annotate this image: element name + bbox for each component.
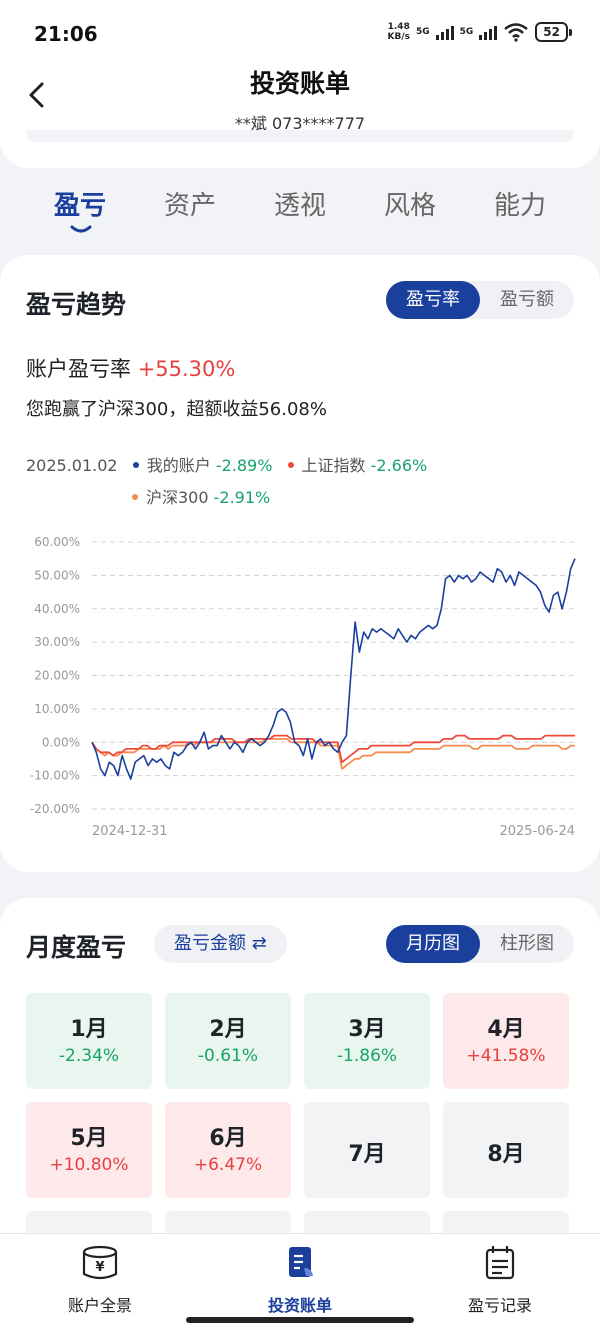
- wallet-icon: ¥: [82, 1245, 118, 1280]
- sim2-label: 5G: [459, 27, 474, 37]
- amount-toggle-button[interactable]: 盈亏额: [500, 289, 554, 310]
- month-cell[interactable]: 4月 +41.58%: [443, 993, 569, 1089]
- y-tick-label: 20.00%: [34, 669, 80, 683]
- battery-icon: 52: [535, 22, 572, 42]
- trend-toggle: 盈亏率 盈亏额: [386, 281, 574, 319]
- back-arrow-icon[interactable]: [20, 76, 60, 116]
- tab-perspective[interactable]: 透视: [273, 191, 326, 221]
- beat-benchmark-text: 您跑赢了沪深300，超额收益56.08%: [26, 399, 327, 420]
- page-header: 投资账单 **斌 073****777: [0, 64, 600, 168]
- y-tick-label: 10.00%: [34, 702, 80, 716]
- sim1-label: 5G: [415, 27, 430, 37]
- nav-profit-record[interactable]: 盈亏记录: [400, 1244, 600, 1316]
- profit-trend-card: 盈亏趋势 盈亏率 盈亏额 账户盈亏率 +55.30% 您跑赢了沪深300，超额收…: [0, 255, 600, 872]
- bar-view-button[interactable]: 柱形图: [500, 933, 554, 954]
- account-rate-value: +55.30%: [137, 357, 236, 381]
- svg-text:¥: ¥: [95, 1260, 104, 1275]
- y-tick-label: 40.00%: [34, 602, 80, 616]
- series-line-my-account: [91, 558, 576, 780]
- amount-switch-button[interactable]: 盈亏金额 ⇄: [154, 925, 287, 963]
- status-icons: 1.48 KB/s 5G 5G 52: [387, 22, 572, 42]
- x-tick-label: 2024-12-31: [92, 824, 168, 839]
- calendar-view-button[interactable]: 月历图: [386, 925, 480, 963]
- tab-style[interactable]: 风格: [383, 191, 436, 221]
- status-bar: 21:06 1.48 KB/s 5G 5G 52: [0, 0, 600, 64]
- month-cell[interactable]: 5月 +10.80%: [26, 1102, 152, 1198]
- profit-trend-chart[interactable]: 60.00% 50.00% 40.00% 30.00% 20.00% 10.00% 0.00…: [20, 530, 590, 840]
- home-indicator: [186, 1317, 414, 1323]
- tooltip-date: 2025.01.02: [26, 456, 118, 475]
- net-speed: 1.48 KB/s: [387, 22, 410, 42]
- active-tab-indicator: [70, 225, 92, 233]
- y-tick-label: 30.00%: [34, 635, 80, 649]
- series-dot-icon: [287, 462, 294, 468]
- tab-ability[interactable]: 能力: [493, 191, 546, 221]
- bill-icon: [289, 1247, 313, 1277]
- y-tick-label: -10.00%: [30, 769, 80, 783]
- monthly-view-toggle: 月历图 柱形图: [386, 925, 574, 963]
- series-line-csi300: [91, 737, 575, 770]
- account-rate: 账户盈亏率 +55.30%: [26, 357, 236, 381]
- account-number: **斌 073****777: [234, 114, 366, 133]
- tab-bar: 盈亏 资产 透视 风格 能力: [0, 185, 600, 245]
- rate-toggle-button[interactable]: 盈亏率: [386, 281, 480, 319]
- monthly-title: 月度盈亏: [26, 933, 127, 962]
- series-dot-icon: [132, 462, 139, 468]
- y-tick-label: -20.00%: [30, 802, 80, 816]
- clock: 21:06: [34, 22, 98, 46]
- chart-tooltip-row1: 2025.01.02 我的账户 -2.89% 上证指数 -2.66%: [26, 456, 428, 475]
- header-divider: [26, 130, 574, 142]
- month-cell[interactable]: 7月: [304, 1102, 430, 1198]
- y-tick-label: 60.00%: [34, 535, 80, 549]
- chart-tooltip-row2: 沪深300 -2.91%: [132, 484, 270, 508]
- month-cell[interactable]: 6月 +6.47%: [165, 1102, 291, 1198]
- series-line-shanghai-index: [91, 734, 575, 764]
- nav-investment-bill[interactable]: 投资账单: [200, 1244, 400, 1316]
- tab-profit-loss[interactable]: 盈亏: [53, 191, 106, 221]
- y-tick-label: 0.00%: [42, 735, 80, 749]
- nav-account-overview[interactable]: ¥ 账户全景: [0, 1244, 200, 1316]
- wifi-icon: [504, 23, 529, 42]
- page-title: 投资账单: [249, 69, 350, 98]
- x-tick-label: 2025-06-24: [499, 824, 575, 839]
- monthly-profit-card: 月度盈亏 盈亏金额 ⇄ 月历图 柱形图 1月 -2.34% 2月 -0.61% …: [0, 898, 600, 1258]
- tab-assets[interactable]: 资产: [163, 191, 216, 221]
- signal-icon-2: [479, 24, 498, 40]
- series-dot-icon: [132, 494, 138, 500]
- calendar-record-icon: [485, 1246, 515, 1280]
- month-cell[interactable]: 1月 -2.34%: [26, 993, 152, 1089]
- signal-icon: [435, 24, 454, 40]
- y-tick-label: 50.00%: [34, 568, 80, 582]
- month-cell[interactable]: 8月: [443, 1102, 569, 1198]
- month-cell[interactable]: 2月 -0.61%: [165, 993, 291, 1089]
- trend-title: 盈亏趋势: [26, 290, 127, 319]
- month-cell[interactable]: 3月 -1.86%: [304, 993, 430, 1089]
